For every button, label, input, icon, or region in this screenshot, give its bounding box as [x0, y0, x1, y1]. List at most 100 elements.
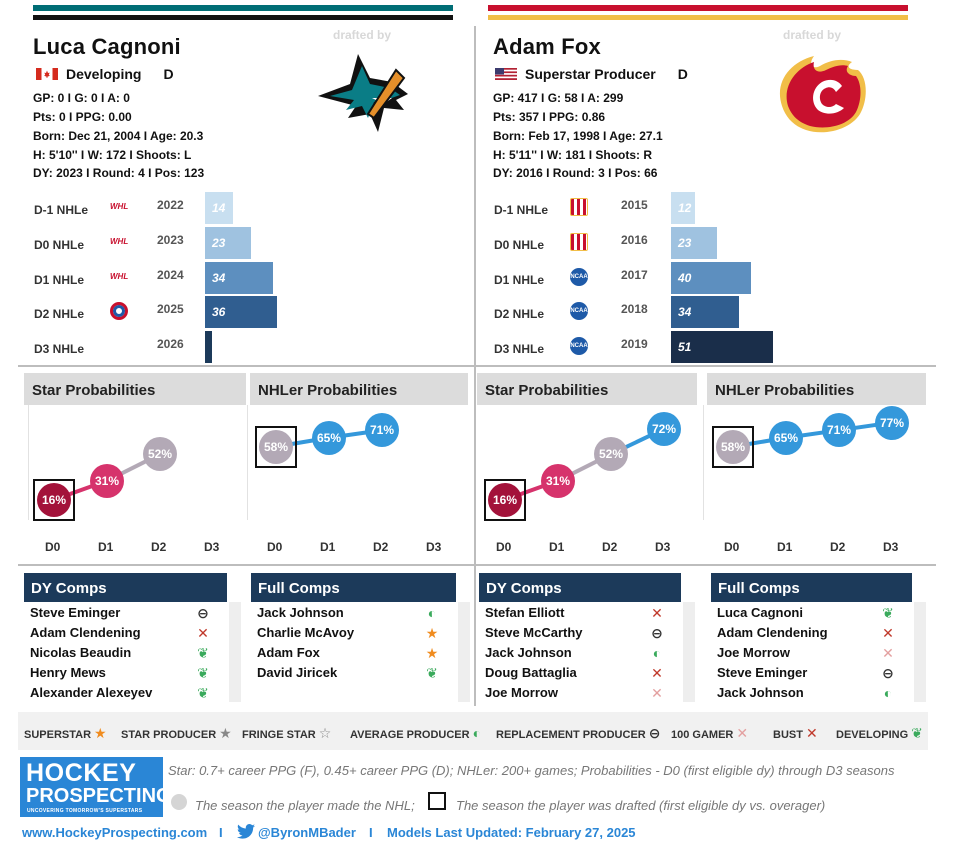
nhle-bar: 23 — [205, 227, 251, 259]
nhle-year: 2018 — [621, 302, 648, 316]
brand-tagline: UNCOVERING TOMORROW'S SUPERSTARS — [27, 808, 143, 814]
whl-logo: WHL — [110, 272, 129, 281]
stat-line-size: H: 5'10'' I W: 172 I Shoots: L — [33, 148, 192, 162]
developing-icon: ❦ — [197, 645, 209, 661]
nhle-year: 2015 — [621, 198, 648, 212]
website-link[interactable]: www.HockeyProspecting.com — [22, 825, 208, 840]
season-axis-label: D3 — [883, 540, 899, 554]
prob-panel-divider — [703, 405, 704, 520]
drafted-by-label: drafted by — [333, 28, 392, 42]
season-axis-label: D0 — [267, 540, 283, 554]
stat-line-pts: Pts: 357 I PPG: 0.86 — [493, 110, 606, 124]
probability-dot: 16% — [488, 482, 522, 517]
legend-label: FRINGE STAR — [242, 729, 316, 741]
player-status-line: Superstar Producer D — [495, 66, 688, 82]
legend-item-fringe-star: FRINGE STAR ☆ — [242, 725, 331, 742]
legend-item-star-producer: STAR PRODUCER ★ — [121, 725, 232, 742]
stat-line-draft: DY: 2016 I Round: 3 I Pos: 66 — [493, 166, 658, 180]
fringe-star-icon: ☆ — [318, 725, 332, 741]
developing-icon: ❦ — [882, 605, 894, 621]
nhle-row-label: D1 NHLe — [494, 273, 545, 287]
whl-logo: WHL — [110, 237, 129, 246]
nhle-bar: 36 — [205, 296, 277, 328]
nhle-row-label: D3 NHLe — [494, 342, 545, 356]
nhle-row-label: D0 NHLe — [34, 238, 85, 252]
season-axis-label: D2 — [830, 540, 846, 554]
bust-icon: ✕ — [805, 725, 818, 741]
comp-player-name: Luca Cagnoni — [717, 605, 803, 620]
bust-icon: ✕ — [197, 625, 209, 641]
nhler-probabilities-header: NHLer Probabilities — [707, 373, 926, 405]
comp-player-name: Charlie McAvoy — [257, 625, 355, 640]
100-gamer-icon: ✕ — [736, 725, 749, 741]
ncaa-logo: NCAA — [570, 337, 588, 355]
twitter-handle[interactable]: @ByronMBader — [258, 825, 356, 840]
legend-label: STAR PRODUCER — [121, 729, 217, 741]
nhle-bar — [205, 331, 212, 363]
average-producer-icon: ◐ — [652, 645, 662, 661]
probability-dot: 71% — [365, 413, 399, 448]
comp-player-name: Jack Johnson — [717, 685, 804, 700]
legend-item-100-gamer: 100 GAMER ✕ — [671, 725, 748, 742]
star-producer-icon: ★ — [219, 725, 232, 741]
usa-flag-icon — [495, 68, 517, 80]
probability-dot: 52% — [594, 437, 628, 472]
comp-player-name: Adam Fox — [257, 645, 320, 660]
star-probabilities-header: Star Probabilities — [24, 373, 246, 405]
drafted-season-note: The season the player was drafted (first… — [456, 798, 826, 813]
comp-player-name: Jack Johnson — [257, 605, 344, 620]
nhle-year: 2026 — [157, 337, 184, 351]
season-axis-label: D0 — [45, 540, 61, 554]
nhle-row-label: D2 NHLe — [494, 307, 545, 321]
footer-separator: I — [369, 825, 373, 840]
probability-dot: 65% — [312, 420, 346, 455]
legend-item-developing: DEVELOPING ❦ — [836, 725, 923, 742]
bust-icon: ✕ — [651, 605, 663, 621]
player-status: Superstar Producer — [525, 66, 656, 82]
player-status: Developing — [66, 66, 142, 82]
player-name: Luca Cagnoni — [33, 34, 181, 59]
average-producer-icon: ◐ — [472, 725, 482, 741]
nhle-year: 2017 — [621, 268, 648, 282]
drafted-season-box — [255, 425, 297, 468]
comps-scrollbar[interactable] — [458, 602, 470, 702]
legend-item-replacement-producer: REPLACEMENT PRODUCER ⊖ — [496, 725, 660, 742]
developing-icon: ❦ — [426, 665, 438, 681]
comp-player-name: Joe Morrow — [485, 685, 558, 700]
season-axis-label: D0 — [496, 540, 512, 554]
right-accent-bar — [488, 5, 908, 11]
ncaa-logo: NCAA — [570, 302, 588, 320]
legend-label: BUST — [773, 729, 803, 741]
developing-icon: ❦ — [911, 725, 923, 741]
comp-player-name: Steve Eminger — [717, 665, 808, 680]
stat-line-draft: DY: 2023 I Round: 4 I Pos: 123 — [33, 166, 205, 180]
nhle-row-label: D-1 NHLe — [34, 203, 89, 217]
comp-player-name: Jack Johnson — [485, 645, 572, 660]
comp-player-name: Steve Eminger — [30, 605, 121, 620]
comps-scrollbar[interactable] — [914, 602, 926, 702]
nhle-row-label: D0 NHLe — [494, 238, 545, 252]
nhle-bar: 34 — [671, 296, 739, 328]
legend-item-bust: BUST ✕ — [773, 725, 818, 742]
average-producer-icon: ◐ — [883, 685, 893, 701]
comps-scrollbar[interactable] — [229, 602, 241, 702]
stat-line-pts: Pts: 0 I PPG: 0.00 — [33, 110, 132, 124]
probability-dot: 65% — [769, 420, 803, 455]
whl-logo: WHL — [110, 202, 129, 211]
ncaa-logo: NCAA — [570, 268, 588, 286]
comp-player-name: Alexander Alexeyev — [30, 685, 153, 700]
drafted-season-box — [712, 425, 754, 468]
legend-label: AVERAGE PRODUCER — [350, 729, 470, 741]
season-axis-label: D3 — [655, 540, 671, 554]
player-position: D — [677, 66, 688, 82]
dy-comps-header: DY Comps — [479, 573, 681, 602]
season-axis-label: D2 — [151, 540, 167, 554]
comp-player-name: Joe Morrow — [717, 645, 790, 660]
drafted-by-label: drafted by — [783, 28, 842, 42]
nhle-bar: 34 — [205, 262, 273, 294]
developing-icon: ❦ — [197, 665, 209, 681]
superstar-icon: ★ — [425, 645, 439, 661]
comps-scrollbar[interactable] — [683, 602, 695, 702]
prob-panel-divider — [247, 405, 248, 520]
drafted-season-box — [484, 478, 526, 521]
